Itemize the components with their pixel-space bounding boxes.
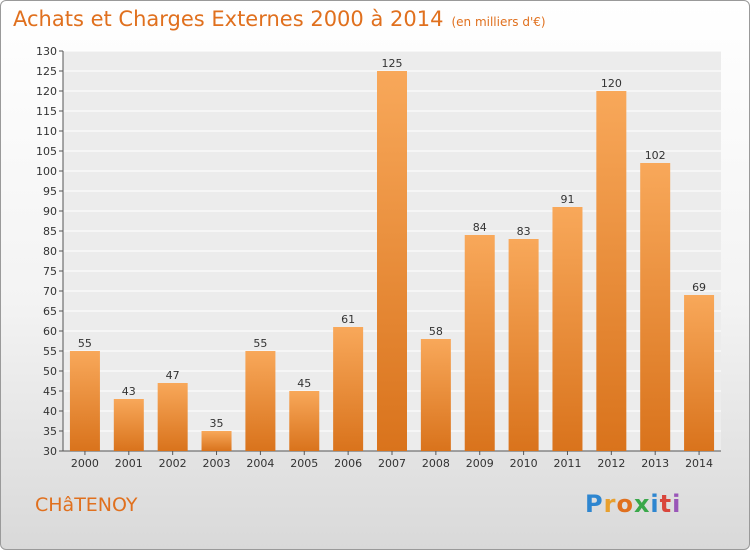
data-label: 91 xyxy=(560,193,574,206)
bar xyxy=(377,71,407,451)
data-label: 61 xyxy=(341,313,355,326)
x-tick-label: 2013 xyxy=(641,457,669,470)
y-tick-label: 70 xyxy=(43,285,57,298)
chart-title: Achats et Charges Externes 2000 à 2014 (e… xyxy=(13,7,546,31)
bar xyxy=(464,235,495,451)
y-tick-label: 75 xyxy=(43,265,57,278)
y-tick-label: 105 xyxy=(36,145,57,158)
y-tick-label: 120 xyxy=(36,85,57,98)
x-tick-label: 2009 xyxy=(466,457,494,470)
x-tick-label: 2008 xyxy=(422,457,450,470)
y-tick-label: 85 xyxy=(43,225,57,238)
bar xyxy=(245,351,276,451)
bar xyxy=(113,399,144,451)
y-tick-label: 90 xyxy=(43,205,57,218)
logo-letter: x xyxy=(633,490,651,518)
data-label: 43 xyxy=(122,385,136,398)
bar xyxy=(640,163,671,451)
x-tick-label: 2001 xyxy=(115,457,143,470)
y-tick-label: 40 xyxy=(43,405,57,418)
data-label: 69 xyxy=(692,281,706,294)
data-label: 102 xyxy=(645,149,666,162)
bar xyxy=(201,431,232,451)
data-label: 83 xyxy=(517,225,531,238)
data-label: 84 xyxy=(473,221,487,234)
place-name: CHâTENOY xyxy=(35,494,138,516)
data-label: 55 xyxy=(78,337,92,350)
data-label: 47 xyxy=(166,369,180,382)
x-tick-label: 2002 xyxy=(159,457,187,470)
y-tick-label: 60 xyxy=(43,325,57,338)
x-tick-label: 2000 xyxy=(71,457,99,470)
x-tick-label: 2011 xyxy=(553,457,581,470)
bar xyxy=(157,383,188,451)
bar xyxy=(333,327,364,451)
y-tick-label: 115 xyxy=(36,105,57,118)
data-label: 45 xyxy=(297,377,311,390)
bar xyxy=(420,339,451,451)
data-label: 120 xyxy=(601,77,622,90)
y-tick-label: 30 xyxy=(43,445,57,458)
y-tick-label: 35 xyxy=(43,425,57,438)
proxiti-logo: Proxiti xyxy=(585,490,681,518)
bar xyxy=(508,239,539,451)
chart-title-text: Achats et Charges Externes 2000 à 2014 xyxy=(13,7,444,31)
x-tick-label: 2007 xyxy=(378,457,406,470)
x-tick-label: 2010 xyxy=(510,457,538,470)
bar xyxy=(552,207,583,451)
y-tick-label: 95 xyxy=(43,185,57,198)
y-tick-label: 80 xyxy=(43,245,57,258)
y-tick-label: 130 xyxy=(36,45,57,58)
logo-letter: t xyxy=(659,490,673,518)
bar xyxy=(684,295,715,451)
y-tick-label: 55 xyxy=(43,345,57,358)
logo-letter: r xyxy=(603,490,617,518)
logo-letter: i xyxy=(650,490,660,518)
data-label: 58 xyxy=(429,325,443,338)
y-tick-label: 100 xyxy=(36,165,57,178)
y-tick-label: 45 xyxy=(43,385,57,398)
x-tick-label: 2012 xyxy=(597,457,625,470)
x-tick-label: 2003 xyxy=(203,457,231,470)
logo-letter: o xyxy=(616,490,634,518)
bar xyxy=(289,391,320,451)
chart-subtitle: (en milliers d'€) xyxy=(451,15,546,29)
x-tick-label: 2014 xyxy=(685,457,713,470)
data-label: 35 xyxy=(210,417,224,430)
data-label: 55 xyxy=(253,337,267,350)
y-tick-label: 50 xyxy=(43,365,57,378)
bar xyxy=(596,91,627,451)
x-tick-label: 2006 xyxy=(334,457,362,470)
logo-letter: i xyxy=(672,490,682,518)
x-tick-label: 2004 xyxy=(246,457,274,470)
data-label: 125 xyxy=(382,57,403,70)
y-tick-label: 65 xyxy=(43,305,57,318)
y-tick-label: 125 xyxy=(36,65,57,78)
x-tick-label: 2005 xyxy=(290,457,318,470)
y-tick-label: 110 xyxy=(36,125,57,138)
bar xyxy=(69,351,100,451)
logo-letter: P xyxy=(585,490,604,518)
